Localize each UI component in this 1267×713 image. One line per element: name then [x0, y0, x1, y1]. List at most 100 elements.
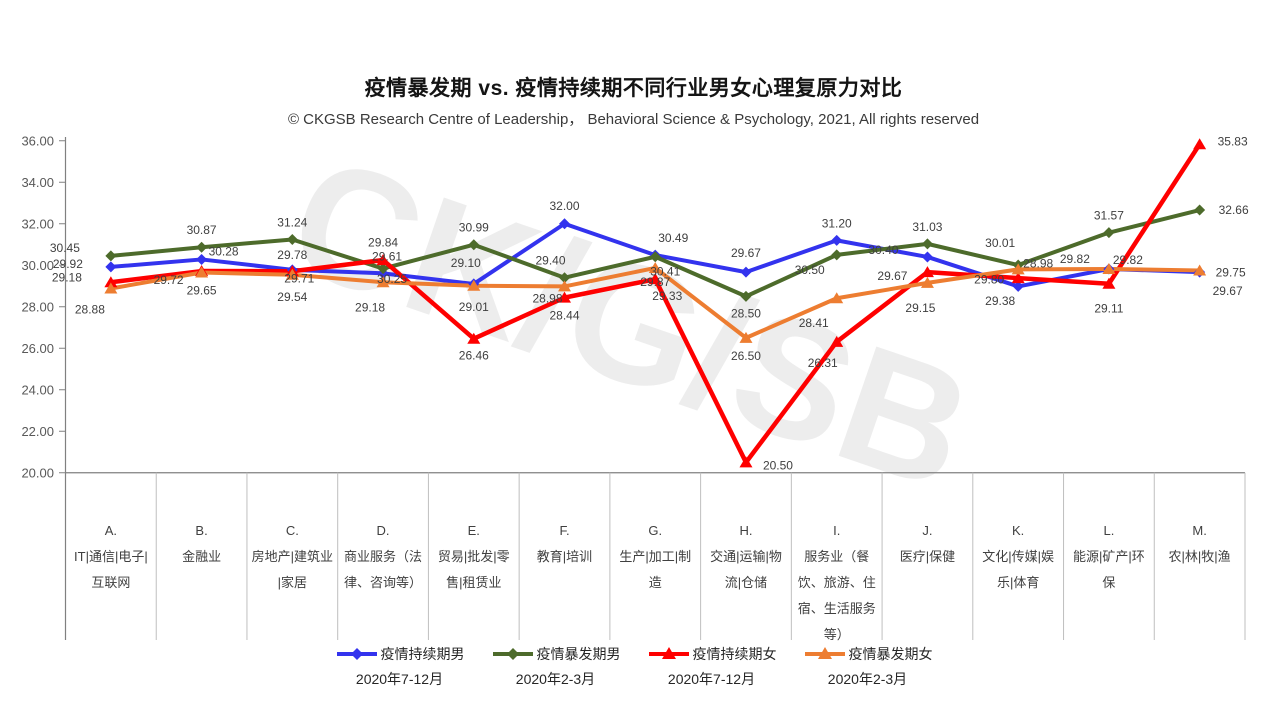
data-point-label: 29.87 [640, 275, 670, 289]
category-label-line: 饮、旅游、住 [797, 575, 876, 590]
category-label-line: M. [1192, 523, 1207, 538]
category-label-line: J. [922, 523, 933, 538]
data-point-label: 29.84 [368, 236, 398, 250]
data-point-marker [467, 279, 481, 291]
data-point-marker [921, 238, 933, 250]
legend-label: 疫情持续期男 [380, 646, 465, 662]
category-label-line: 乐|体育 [996, 575, 1040, 590]
y-axis-tick-label: 32.00 [21, 216, 54, 231]
legend-period: 2020年7-12月 [667, 671, 756, 687]
x-axis-category: H. 交通|运输|物 流|仓储 [701, 518, 792, 596]
data-point-marker [831, 234, 843, 246]
data-point-marker [468, 239, 480, 251]
category-label-line: E. [467, 523, 480, 538]
data-point-marker [739, 456, 753, 468]
data-point-marker [559, 272, 571, 284]
data-point-label: 30.41 [650, 265, 680, 279]
data-point-label: 29.72 [154, 273, 184, 287]
data-point-label: 29.82 [1113, 253, 1143, 267]
data-point-marker [1193, 264, 1207, 276]
legend-label: 疫情暴发期女 [848, 646, 933, 662]
data-point-marker [740, 290, 752, 302]
data-point-marker [195, 266, 209, 278]
x-axis-category: D. 商业服务（法 律、咨询等） [338, 518, 429, 596]
data-point-label: 29.78 [277, 248, 307, 262]
legend-item: 疫情暴发期女 2020年2-3月 [803, 644, 933, 689]
x-axis-category: M. 农|林|牧|渔 [1154, 518, 1245, 570]
data-point-marker [286, 234, 298, 246]
legend-period: 2020年2-3月 [515, 671, 596, 687]
category-label-line: 贸易|批发|零 [437, 549, 510, 564]
category-label-line: F. [559, 523, 570, 538]
data-point-label: 26.50 [731, 349, 761, 363]
legend-item: 疫情持续期女 2020年7-12月 [647, 644, 777, 689]
x-axis-category: J. 医疗|保健 [882, 518, 973, 570]
data-point-label: 29.33 [652, 289, 682, 303]
legend-marker-icon [492, 648, 533, 660]
x-axis-category: I. 服务业（餐 饮、旅游、住 宿、生活服务 等） [791, 518, 882, 648]
data-point-marker [1193, 138, 1207, 150]
data-point-label: 32.00 [550, 199, 580, 213]
category-label-line: 金融业 [182, 549, 222, 564]
category-label-line: 服务业（餐 [804, 549, 870, 564]
data-point-label: 30.99 [459, 221, 489, 235]
data-point-marker [1102, 277, 1116, 289]
category-label-line: 商业服务（法 [344, 549, 423, 564]
legend-marker-icon [336, 648, 377, 660]
data-point-marker [558, 291, 572, 303]
data-point-marker [740, 266, 752, 278]
data-point-marker [830, 335, 844, 347]
category-label-line: 售|租赁业 [446, 575, 502, 590]
data-point-label: 29.67 [731, 246, 761, 260]
data-point-marker [377, 263, 389, 275]
data-point-label: 29.71 [284, 271, 314, 285]
x-axis-category: L. 能源|矿产|环保 [1064, 518, 1155, 596]
category-label-line: 互联网 [91, 575, 131, 590]
data-point-marker [831, 249, 843, 261]
legend-item: 疫情暴发期男 2020年2-3月 [491, 644, 621, 689]
data-point-marker [196, 253, 208, 265]
category-label-line: C. [285, 523, 299, 538]
data-point-marker [376, 276, 390, 288]
category-label-line: IT|通信|电子| [74, 549, 148, 564]
y-axis-tick-label: 36.00 [21, 133, 54, 148]
category-label-line: B. [195, 523, 208, 538]
chart-header: 疫情暴发期 vs. 疫情持续期不同行业男女心理复原力对比 © CKGSB Res… [0, 72, 1267, 129]
data-point-label: 29.67 [1213, 284, 1243, 298]
category-label-line: 交通|运输|物 [710, 549, 782, 564]
data-point-label: 20.50 [763, 458, 793, 472]
y-axis-tick-label: 28.00 [21, 299, 54, 314]
data-point-marker [1011, 263, 1025, 275]
data-point-marker [1194, 204, 1206, 216]
data-point-label: 28.50 [731, 306, 761, 320]
data-point-label: 29.15 [905, 301, 935, 315]
category-label-line: G. [648, 523, 663, 538]
category-label-line: 造 [648, 575, 662, 590]
data-point-label: 29.65 [187, 284, 217, 298]
data-point-label: 29.67 [877, 269, 907, 283]
data-point-label: 26.46 [459, 349, 489, 363]
data-point-label: 30.01 [985, 236, 1015, 250]
category-label-line: 宿、生活服务 [797, 601, 876, 616]
data-point-marker [649, 251, 661, 263]
data-point-marker [104, 282, 118, 294]
category-label-line: D. [376, 523, 390, 538]
data-point-label: 26.31 [808, 356, 838, 370]
data-point-label: 29.40 [536, 254, 566, 268]
legend-period: 2020年7-12月 [355, 671, 444, 687]
legend-label: 疫情持续期女 [692, 646, 777, 662]
category-label-line: A. [104, 523, 117, 538]
data-point-marker [558, 280, 572, 292]
data-point-label: 31.57 [1094, 209, 1124, 223]
data-point-label: 30.49 [658, 231, 688, 245]
category-label-line: 流|仓储 [724, 575, 768, 590]
data-point-marker [648, 261, 662, 273]
chart-title: 疫情暴发期 vs. 疫情持续期不同行业男女心理复原力对比 [364, 77, 903, 100]
chart-legend: 疫情持续期男 2020年7-12月 疫情暴发期男 2020年2-3月 疫情持续期女 202… [0, 644, 1267, 689]
x-axis-category: K. 文化|传媒|娱 乐|体育 [973, 518, 1064, 596]
category-label-line: 等） [823, 627, 850, 642]
data-point-marker [739, 331, 753, 343]
category-label-line: |家居 [277, 575, 307, 590]
